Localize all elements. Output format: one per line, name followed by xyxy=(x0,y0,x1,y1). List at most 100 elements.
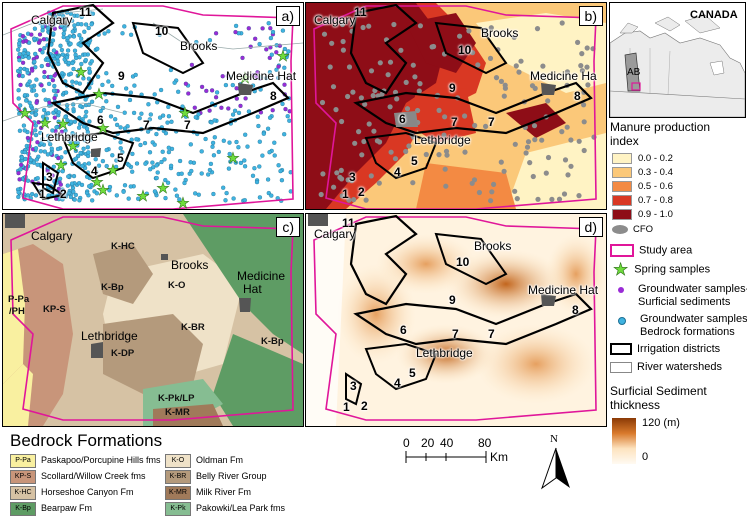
thickness-max-label: 120 (m) xyxy=(642,417,680,429)
groundwater-sample-point xyxy=(62,161,68,166)
legend-study-area: Study area xyxy=(610,244,692,257)
cfo-point xyxy=(584,64,590,70)
groundwater-sample-point xyxy=(157,32,162,37)
groundwater-sample-point xyxy=(87,119,92,124)
groundwater-sample-point xyxy=(18,66,23,72)
cfo-point xyxy=(512,188,518,194)
district-5-d: 5 xyxy=(409,366,416,380)
groundwater-sample-point xyxy=(120,150,125,155)
groundwater-sample-point xyxy=(63,128,68,133)
groundwater-sample-point xyxy=(61,34,66,40)
cfo-point xyxy=(564,124,570,130)
bedrock-code-swatch: K-BR xyxy=(165,469,191,484)
groundwater-sample-point xyxy=(242,158,247,163)
spring-sample-star-icon: ★ xyxy=(90,173,103,191)
cfo-point xyxy=(377,60,383,66)
groundwater-sample-point xyxy=(285,114,290,119)
groundwater-sample-point xyxy=(65,183,70,188)
groundwater-sample-point xyxy=(102,31,107,36)
map-panel-a: ★ ★ ★ ★ ★ ★ ★ ★ ★ ★ ★ ★ ★ ★ ★ ★ ★ ★ a) Calgary Brooks Med… xyxy=(2,2,304,210)
cfo-point xyxy=(462,149,468,155)
groundwater-sample-point xyxy=(35,140,40,145)
groundwater-sample-point xyxy=(276,64,281,69)
groundwater-sample-point xyxy=(155,170,160,175)
groundwater-sample-point xyxy=(77,198,82,203)
cfo-point xyxy=(406,143,412,149)
district-7a-a: 7 xyxy=(143,118,150,132)
groundwater-sample-point xyxy=(68,119,74,124)
cfo-point xyxy=(338,167,344,173)
manure-legend-cfo: CFO xyxy=(612,224,653,235)
groundwater-sample-point xyxy=(255,114,260,119)
spring-sample-star-icon: ★ xyxy=(106,161,119,179)
groundwater-sample-point xyxy=(56,110,61,115)
bedrock-name: Scollard/Willow Creek fms xyxy=(41,471,146,481)
groundwater-sample-point xyxy=(60,197,65,202)
cfo-point xyxy=(527,160,533,166)
groundwater-sample-point xyxy=(51,31,56,36)
groundwater-sample-point xyxy=(287,118,292,123)
groundwater-sample-point xyxy=(160,149,165,154)
bedrock-name: Oldman Fm xyxy=(196,455,244,465)
groundwater-sample-point xyxy=(34,157,39,162)
cfo-point xyxy=(366,121,372,127)
groundwater-sample-point xyxy=(227,140,232,145)
groundwater-sample-point xyxy=(242,198,247,203)
groundwater-sample-point xyxy=(282,132,287,137)
groundwater-sample-point xyxy=(65,48,71,53)
cfo-point xyxy=(442,166,448,172)
groundwater-sample-point xyxy=(163,177,168,183)
groundwater-sample-point xyxy=(158,87,164,93)
groundwater-sample-point xyxy=(23,38,29,44)
cfo-point xyxy=(539,74,545,80)
groundwater-sample-point xyxy=(31,160,37,165)
groundwater-sample-point xyxy=(282,82,287,87)
manure-class-row: 0.0 - 0.2 xyxy=(612,153,673,164)
geo-label-p-pa: P-Pa xyxy=(8,294,30,305)
groundwater-sample-point xyxy=(227,151,232,157)
groundwater-sample-point xyxy=(128,90,133,95)
bedrock-legend-row: K-HC Horseshoe Canyon Fm xyxy=(10,485,134,500)
groundwater-sample-point xyxy=(168,163,174,168)
district-1-a: 1 xyxy=(39,187,46,201)
cfo-point xyxy=(329,40,335,46)
manure-class-row: 0.7 - 0.8 xyxy=(612,195,673,206)
groundwater-sample-point xyxy=(52,115,57,120)
groundwater-sample-point xyxy=(20,73,25,79)
spring-sample-star-icon: ★ xyxy=(74,63,87,81)
groundwater-sample-point xyxy=(89,22,94,27)
scale-tick-label: 80 xyxy=(478,436,492,450)
district-10-a: 10 xyxy=(155,24,169,38)
groundwater-sample-point xyxy=(16,88,21,93)
district-8-b: 8 xyxy=(574,89,581,103)
cfo-point xyxy=(339,193,345,199)
groundwater-sample-point xyxy=(143,161,148,166)
groundwater-sample-point xyxy=(172,80,177,85)
groundwater-sample-point xyxy=(179,171,184,176)
groundwater-sample-point xyxy=(114,122,120,128)
groundwater-sample-point xyxy=(209,88,215,93)
district-4-d: 4 xyxy=(394,376,401,390)
groundwater-sample-point xyxy=(148,112,153,117)
city-brooks-a: Brooks xyxy=(180,39,218,53)
manure-class-swatch xyxy=(612,209,632,220)
groundwater-sample-point xyxy=(207,38,213,43)
groundwater-sample-point xyxy=(56,119,61,124)
cfo-point xyxy=(333,107,339,113)
groundwater-sample-point xyxy=(70,79,75,84)
groundwater-sample-point xyxy=(194,39,199,45)
groundwater-sample-point xyxy=(220,74,225,79)
groundwater-sample-point xyxy=(254,75,259,80)
cfo-point xyxy=(356,129,362,135)
groundwater-sample-point xyxy=(225,73,230,79)
groundwater-sample-point xyxy=(254,179,260,185)
inset-country-label: CANADA xyxy=(690,9,738,21)
groundwater-sample-point xyxy=(151,165,156,170)
groundwater-sample-point xyxy=(22,93,28,98)
groundwater-sample-point xyxy=(41,88,46,93)
groundwater-sample-point xyxy=(152,142,157,147)
district-2-d: 2 xyxy=(361,399,368,413)
groundwater-sample-point xyxy=(82,52,88,57)
groundwater-sample-point xyxy=(154,175,159,181)
groundwater-sample-point xyxy=(224,190,229,196)
